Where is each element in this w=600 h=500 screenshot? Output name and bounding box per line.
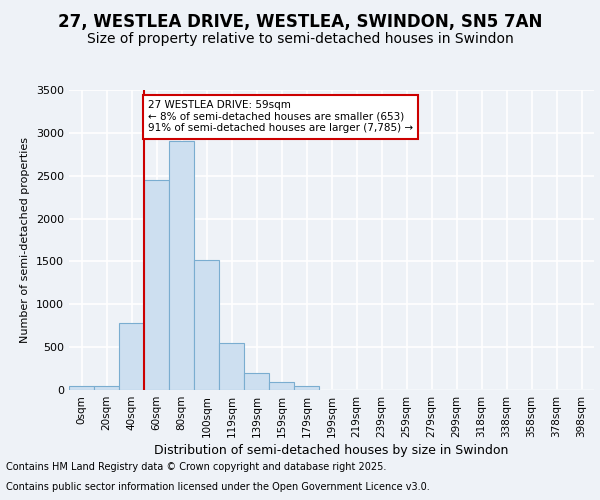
- Bar: [294, 386, 319, 390]
- Bar: [219, 343, 244, 390]
- Text: Size of property relative to semi-detached houses in Swindon: Size of property relative to semi-detach…: [86, 32, 514, 46]
- Text: Contains public sector information licensed under the Open Government Licence v3: Contains public sector information licen…: [6, 482, 430, 492]
- Bar: [244, 373, 269, 390]
- Bar: [169, 142, 194, 390]
- Text: Contains HM Land Registry data © Crown copyright and database right 2025.: Contains HM Land Registry data © Crown c…: [6, 462, 386, 472]
- Bar: [194, 260, 219, 390]
- Bar: [94, 386, 119, 390]
- Bar: [269, 382, 294, 390]
- Text: 27 WESTLEA DRIVE: 59sqm
← 8% of semi-detached houses are smaller (653)
91% of se: 27 WESTLEA DRIVE: 59sqm ← 8% of semi-det…: [148, 100, 413, 134]
- Text: 27, WESTLEA DRIVE, WESTLEA, SWINDON, SN5 7AN: 27, WESTLEA DRIVE, WESTLEA, SWINDON, SN5…: [58, 12, 542, 30]
- Bar: [144, 180, 169, 390]
- Bar: [69, 386, 94, 390]
- Y-axis label: Number of semi-detached properties: Number of semi-detached properties: [20, 137, 31, 343]
- Bar: [119, 323, 144, 390]
- X-axis label: Distribution of semi-detached houses by size in Swindon: Distribution of semi-detached houses by …: [154, 444, 509, 457]
